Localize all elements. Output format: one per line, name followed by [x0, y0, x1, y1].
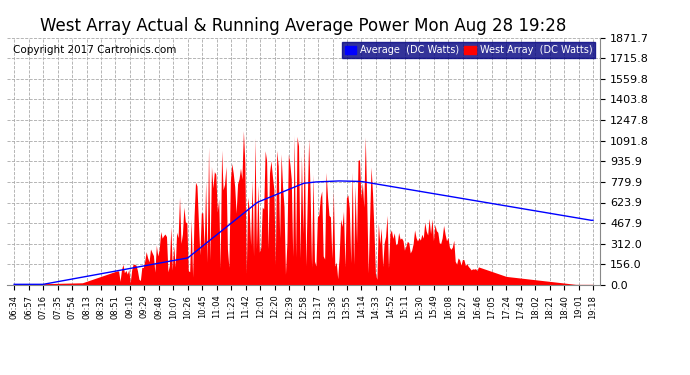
Text: Copyright 2017 Cartronics.com: Copyright 2017 Cartronics.com	[13, 45, 176, 55]
Title: West Array Actual & Running Average Power Mon Aug 28 19:28: West Array Actual & Running Average Powe…	[41, 16, 566, 34]
Legend: Average  (DC Watts), West Array  (DC Watts): Average (DC Watts), West Array (DC Watts…	[342, 42, 595, 58]
